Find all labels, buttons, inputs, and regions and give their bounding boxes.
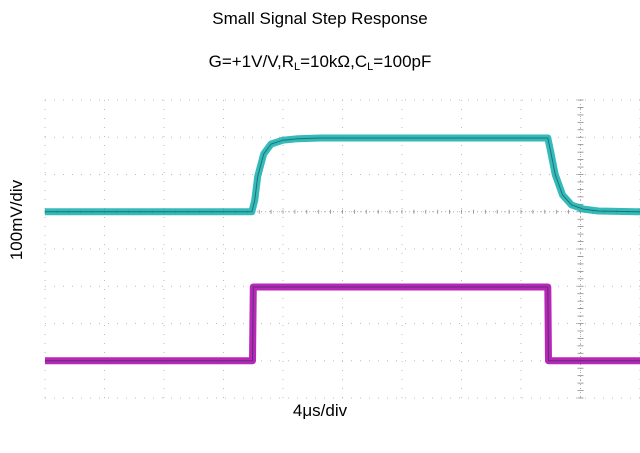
subtitle-part2: =10kΩ,C xyxy=(300,52,368,71)
subtitle-sub1: L xyxy=(293,61,301,73)
chart-subtitle: G=+1V/V,RL=10kΩ,CL=100pF xyxy=(0,52,640,73)
subtitle-sub2: L xyxy=(367,61,374,73)
x-axis-label: 4μs/div xyxy=(292,401,348,420)
series-noise-2 xyxy=(45,286,640,362)
subtitle-part1: G=+1V/V,R xyxy=(208,52,294,71)
series-noise-1 xyxy=(45,137,640,213)
traces xyxy=(45,134,640,365)
chart-title: Small Signal Step Response xyxy=(212,9,428,28)
y-axis-label: 100mV/div xyxy=(7,179,26,261)
subtitle-part3: =100pF xyxy=(373,52,432,71)
